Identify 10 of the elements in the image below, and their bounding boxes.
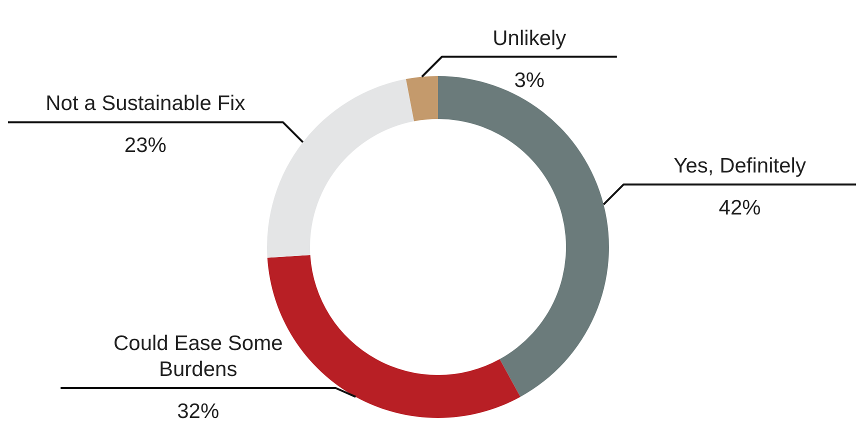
slice-label: Yes, Definitely	[674, 154, 806, 178]
slice-label: Not a Sustainable Fix	[46, 92, 246, 116]
slice-label: Could Ease Some Burdens	[113, 332, 283, 381]
data-label: 3%	[514, 68, 545, 92]
donut-slice	[406, 76, 438, 122]
slice-label: Unlikely	[492, 26, 567, 50]
data-label: 32%	[177, 400, 220, 423]
donut-slice	[267, 79, 414, 258]
data-label: 42%	[718, 196, 761, 220]
data-label: 23%	[124, 134, 166, 158]
